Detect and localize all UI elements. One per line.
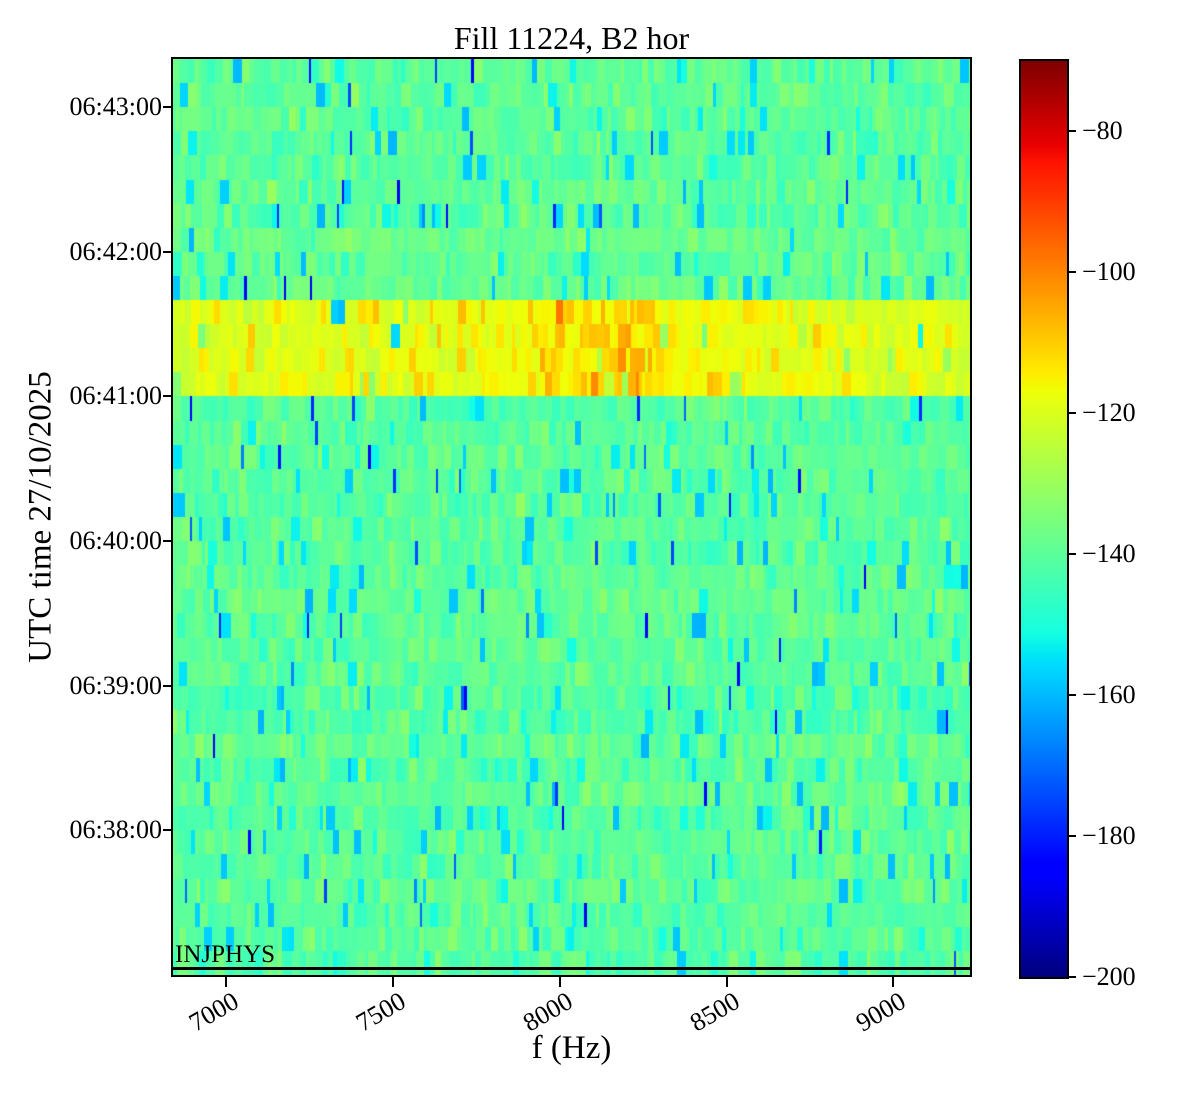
colorbar-tick-mark [1067,694,1076,697]
x-tick-mark [725,977,728,987]
x-axis-label: f (Hz) [531,1030,612,1066]
injphys-line [173,967,970,970]
injphys-label: INJPHYS [175,941,276,968]
plot-title: Fill 11224, B2 hor [453,20,690,56]
colorbar-tick-label: −180 [1082,821,1136,851]
y-tick-mark [163,250,173,253]
colorbar-tick-mark [1067,553,1076,556]
y-tick-label: 06:38:00 [69,815,162,845]
x-tick-mark [392,977,395,987]
y-axis-label: UTC time 27/10/2025 [22,371,59,663]
y-tick-mark [163,106,173,109]
colorbar-tick-mark [1067,412,1076,415]
colorbar-tick-label: −200 [1082,962,1136,991]
colorbar-tick-label: −100 [1082,257,1136,287]
colorbar-tick-label: −160 [1082,680,1136,710]
y-tick-label: 06:41:00 [69,381,162,411]
colorbar-tick-label: −80 [1082,116,1123,146]
colorbar-tick-label: −120 [1082,398,1136,428]
colorbar-tick-mark [1067,976,1076,978]
colorbar [1019,59,1069,979]
y-tick-label: 06:40:00 [69,526,162,556]
y-tick-mark [163,395,173,398]
y-tick-label: 06:43:00 [69,92,162,122]
y-tick-mark [163,684,173,687]
y-tick-label: 06:39:00 [69,670,162,700]
colorbar-gradient [1021,61,1067,977]
y-tick-mark [163,540,173,543]
y-tick-mark [163,829,173,832]
x-tick-mark [892,977,895,987]
x-tick-mark [558,977,561,987]
plot-area: INJPHYS [171,57,972,977]
spectrogram-heatmap [173,59,970,975]
colorbar-tick-label: −140 [1082,539,1136,569]
y-tick-label: 06:42:00 [69,236,162,266]
x-tick-mark [225,977,228,987]
colorbar-tick-mark [1067,130,1076,133]
colorbar-tick-mark [1067,835,1076,838]
colorbar-tick-mark [1067,271,1076,274]
